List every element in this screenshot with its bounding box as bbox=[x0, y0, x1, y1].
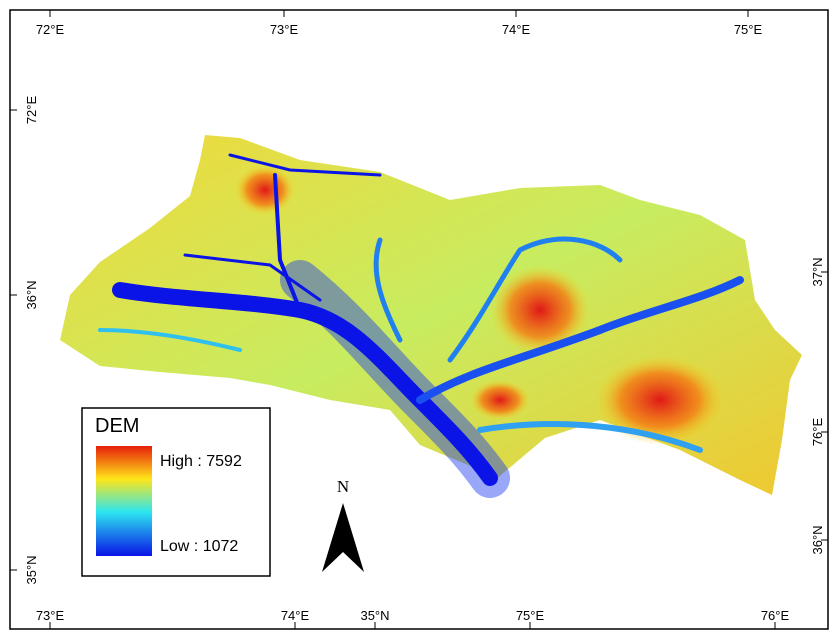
top-label: 73°E bbox=[270, 22, 299, 37]
left-label: 35°N bbox=[24, 555, 39, 584]
north-arrow-shape bbox=[322, 503, 364, 572]
right-label: 76°E bbox=[810, 418, 825, 447]
north-label: N bbox=[337, 477, 349, 496]
top-label: 74°E bbox=[502, 22, 531, 37]
right-label: 36°N bbox=[810, 525, 825, 554]
map: DEM High : 7592 Low : 1072 N 72°E 73°E 74°… bbox=[0, 0, 838, 639]
bottom-label: 74°E bbox=[281, 608, 310, 623]
left-label: 72°E bbox=[24, 96, 39, 125]
legend: DEM High : 7592 Low : 1072 bbox=[82, 408, 270, 576]
top-label: 72°E bbox=[36, 22, 65, 37]
north-arrow: N bbox=[322, 477, 364, 572]
bottom-label: 73°E bbox=[36, 608, 65, 623]
color-ramp bbox=[96, 446, 152, 556]
page: {"frame": { "top_labels": ["72°E", "73°E… bbox=[0, 0, 838, 639]
bottom-label: 75°E bbox=[516, 608, 545, 623]
top-label: 75°E bbox=[734, 22, 763, 37]
legend-title: DEM bbox=[95, 415, 139, 437]
right-label: 37°N bbox=[810, 257, 825, 286]
bottom-label: 35°N bbox=[360, 608, 389, 623]
legend-low: Low : 1072 bbox=[160, 538, 238, 555]
left-label: 36°N bbox=[24, 280, 39, 309]
bottom-label: 76°E bbox=[761, 608, 790, 623]
legend-high: High : 7592 bbox=[160, 453, 242, 470]
